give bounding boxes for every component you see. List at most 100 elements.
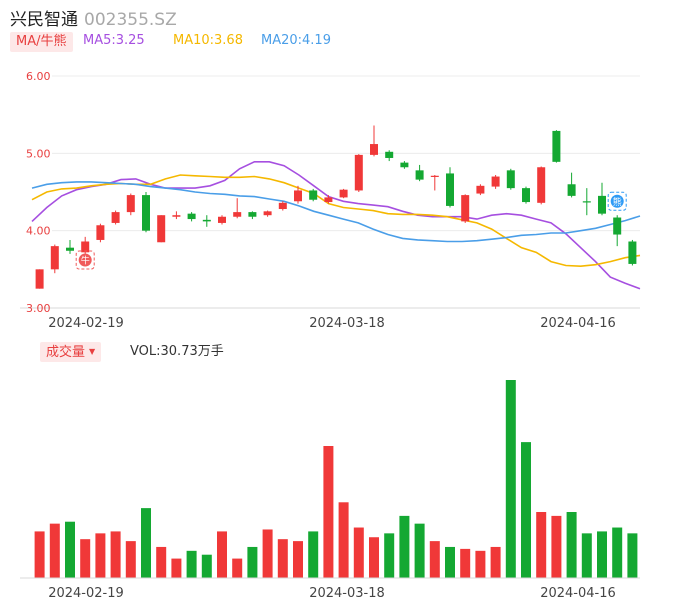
volume-bar <box>323 446 334 578</box>
volume-bar <box>186 550 197 578</box>
volume-bar <box>369 537 379 578</box>
date-tick-label: 2024-03-18 <box>309 586 385 601</box>
volume-indicator-button[interactable]: 成交量 ▼ <box>40 342 102 362</box>
candle-body <box>415 170 424 180</box>
price-tick-label: 6.00 <box>26 70 51 83</box>
ma-indicator-button[interactable]: MA/牛熊 <box>10 32 73 52</box>
candle-body <box>430 175 439 177</box>
candle-body <box>354 154 363 191</box>
volume-bar <box>65 521 75 578</box>
volume-bars <box>20 380 640 579</box>
candle-body <box>522 188 530 203</box>
volume-bar <box>49 523 60 578</box>
stock-name: 兴民智通 <box>10 10 78 30</box>
volume-bar <box>384 533 395 578</box>
volume-bar <box>338 502 349 578</box>
candle-body <box>66 247 74 251</box>
candle-body <box>446 173 454 206</box>
candle-body <box>233 212 242 217</box>
volume-bar <box>34 531 45 578</box>
volume-bar <box>353 527 364 578</box>
volume-bar <box>521 442 531 578</box>
signal-badge-label: 牛 <box>81 255 90 267</box>
volume-bar <box>551 515 562 578</box>
candle-body <box>248 212 257 217</box>
candle-body <box>294 190 302 202</box>
signal-badge-dot <box>610 194 624 208</box>
candlestick-series <box>35 125 637 289</box>
volume-bar <box>125 541 136 578</box>
stock-title: 兴民智通 002355.SZ <box>10 5 177 30</box>
volume-bar <box>201 554 212 578</box>
candle-body <box>400 162 409 168</box>
volume-bar <box>247 546 258 578</box>
candle-body <box>157 215 166 243</box>
date-tick-label: 2024-03-18 <box>309 316 385 331</box>
volume-bar <box>80 539 91 578</box>
candle-body <box>202 219 211 222</box>
candle-body <box>582 201 591 203</box>
dropdown-caret-icon: ▼ <box>89 347 96 356</box>
signal-badge-label: 熊 <box>613 196 622 208</box>
candle-body <box>263 211 272 216</box>
signal-badge-frame <box>607 191 627 211</box>
volume-bar <box>581 533 592 578</box>
price-axis-labels: 6.00 5.00 4.00 3.00 <box>26 70 51 315</box>
volume-bar <box>536 512 547 578</box>
volume-bar <box>566 512 577 578</box>
candle-body <box>81 241 90 253</box>
volume-bar <box>505 380 516 578</box>
moving-average-lines <box>31 161 641 290</box>
date-tick-label: 2024-02-19 <box>48 316 124 331</box>
candle-body <box>218 216 226 223</box>
price-date-axis: 2024-02-19 2024-03-18 2024-04-16 <box>48 316 616 331</box>
stock-code: 002355.SZ <box>84 10 177 30</box>
price-tick-label: 3.00 <box>26 302 51 315</box>
price-tick-label: 4.00 <box>26 225 51 238</box>
volume-bar <box>293 541 303 578</box>
candle-body <box>537 167 546 203</box>
candle-body <box>461 195 470 222</box>
candle-body <box>567 184 576 196</box>
volume-bar <box>277 539 288 578</box>
candle-body <box>506 170 515 189</box>
signal-badge-dot <box>78 253 92 267</box>
candle-body <box>613 217 622 235</box>
candle-body <box>628 241 637 264</box>
date-tick-label: 2024-04-16 <box>540 316 616 331</box>
ma5-line <box>31 161 641 290</box>
volume-bar <box>460 548 471 578</box>
signal-badge-frame <box>75 250 95 270</box>
signal-badges: 牛熊 <box>75 191 627 270</box>
volume-date-axis: 2024-02-19 2024-03-18 2024-04-16 <box>48 586 616 601</box>
candle-body <box>385 151 394 158</box>
volume-bar <box>490 546 501 578</box>
volume-bar <box>475 550 486 578</box>
volume-bar <box>141 508 151 578</box>
price-tick-label: 5.00 <box>26 147 51 160</box>
candle-body <box>324 197 333 203</box>
volume-bar <box>429 541 440 578</box>
volume-bar <box>217 531 227 578</box>
ma20-label: MA20:4.19 <box>261 33 331 48</box>
ma20-line <box>31 181 641 243</box>
volume-bar <box>95 533 106 578</box>
volume-bar <box>445 546 455 578</box>
ma5-label: MA5:3.25 <box>83 33 145 48</box>
volume-bar <box>308 531 319 578</box>
candle-body <box>309 190 318 200</box>
price-gridlines <box>20 75 640 309</box>
ma10-line <box>31 174 641 268</box>
volume-bar <box>232 558 243 578</box>
volume-bar <box>156 546 167 578</box>
ma10-label: MA10:3.68 <box>173 33 243 48</box>
volume-bar <box>627 533 638 578</box>
candle-body <box>476 185 485 194</box>
candle-body <box>187 213 196 220</box>
volume-bar <box>262 529 273 578</box>
volume-button-label: 成交量 <box>46 345 86 360</box>
date-tick-label: 2024-02-19 <box>48 586 124 601</box>
volume-bar <box>414 523 425 578</box>
candle-body <box>111 212 120 223</box>
